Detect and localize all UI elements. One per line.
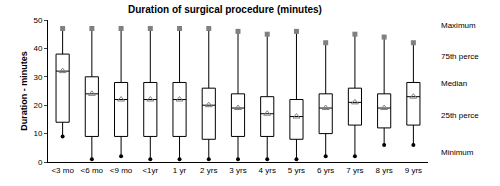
svg-text:25th perce: 25th perce — [441, 111, 479, 120]
svg-text:75th perce: 75th perce — [441, 52, 479, 61]
svg-text:Duration - minutes: Duration - minutes — [19, 51, 29, 131]
svg-text:10: 10 — [33, 129, 42, 138]
svg-text:<1yr: <1yr — [142, 166, 158, 175]
svg-text:0: 0 — [38, 158, 43, 167]
svg-text:40: 40 — [33, 44, 42, 53]
svg-text:Minimum: Minimum — [441, 148, 474, 157]
svg-text:7 yrs: 7 yrs — [346, 166, 363, 175]
svg-text:6 yrs: 6 yrs — [317, 166, 334, 175]
svg-text:50: 50 — [33, 16, 42, 25]
svg-text:<9 mo: <9 mo — [110, 166, 133, 175]
svg-text:2 yrs: 2 yrs — [200, 166, 217, 175]
svg-text:4 yrs: 4 yrs — [259, 166, 276, 175]
svg-text:9 yrs: 9 yrs — [405, 166, 422, 175]
svg-text:Median: Median — [441, 79, 467, 88]
svg-text:20: 20 — [33, 101, 42, 110]
svg-text:<3 mo: <3 mo — [51, 166, 74, 175]
svg-text:3 yrs: 3 yrs — [229, 166, 246, 175]
svg-text:8 yrs: 8 yrs — [375, 166, 392, 175]
svg-text:Duration of surgical procedure: Duration of surgical procedure (minutes) — [128, 4, 322, 15]
svg-text:5 yrs: 5 yrs — [288, 166, 305, 175]
svg-text:Maximum: Maximum — [441, 21, 476, 30]
svg-text:<6 mo: <6 mo — [81, 166, 104, 175]
svg-text:30: 30 — [33, 73, 42, 82]
svg-text:1 yr: 1 yr — [173, 166, 187, 175]
